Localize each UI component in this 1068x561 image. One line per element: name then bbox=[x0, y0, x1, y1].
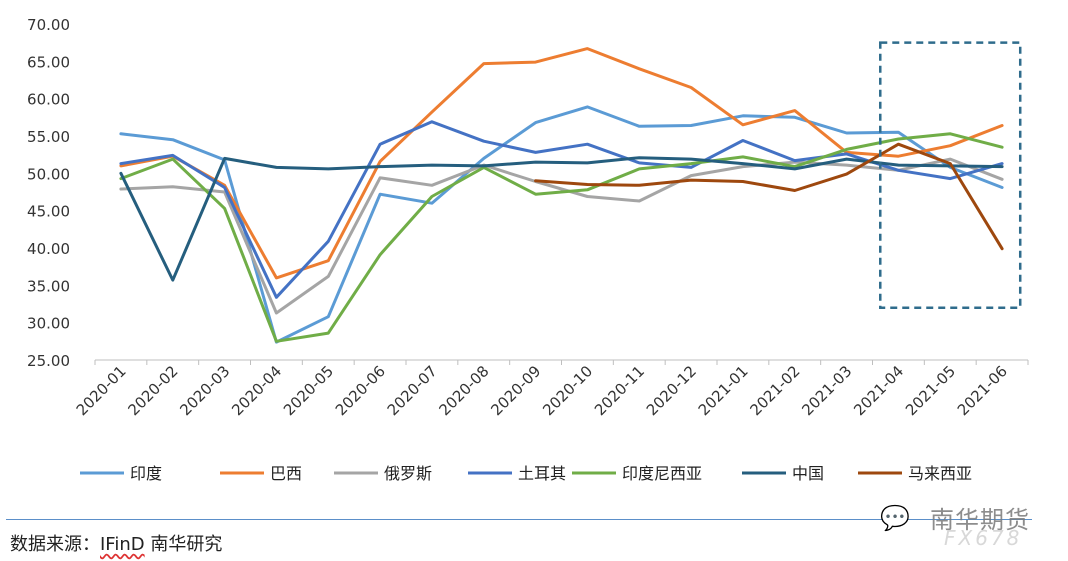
line-chart: 25.00 30.00 35.00 40.00 45.00 50.00 55.00 60.00… bbox=[27, 16, 1029, 483]
y-tick-label: 70.00 bbox=[27, 16, 70, 34]
x-tick-label: 2020-08 bbox=[436, 362, 493, 419]
source-ifind: IFinD bbox=[100, 534, 145, 555]
x-tick-label: 2020-12 bbox=[643, 362, 700, 419]
y-tick-label: 40.00 bbox=[27, 240, 70, 258]
legend-label: 中国 bbox=[792, 464, 824, 483]
legend-item: 俄罗斯 bbox=[334, 464, 432, 483]
series-line bbox=[119, 47, 1004, 280]
legend-label: 印度 bbox=[130, 464, 162, 483]
x-tick-label: 2020-02 bbox=[125, 362, 182, 419]
y-tick-label: 35.00 bbox=[27, 277, 70, 295]
y-tick-label: 60.00 bbox=[27, 91, 70, 109]
source-prefix: 数据来源： bbox=[10, 534, 100, 555]
x-tick-label: 2020-03 bbox=[176, 362, 233, 419]
footer-divider bbox=[6, 519, 1032, 520]
legend-item: 土耳其 bbox=[468, 464, 566, 483]
y-tick-label: 30.00 bbox=[27, 315, 70, 333]
x-tick-label: 2021-01 bbox=[695, 362, 752, 419]
y-tick-label: 25.00 bbox=[27, 352, 70, 370]
x-tick-label: 2020-01 bbox=[73, 362, 130, 419]
series-line bbox=[119, 120, 1004, 299]
legend-label: 印度尼西亚 bbox=[622, 464, 702, 483]
x-tick-label: 2020-07 bbox=[384, 362, 441, 419]
series-line bbox=[119, 132, 1004, 343]
y-tick-label: 55.00 bbox=[27, 128, 70, 146]
legend-label: 巴西 bbox=[270, 464, 302, 483]
x-tick-label: 2021-04 bbox=[850, 362, 907, 419]
watermark-sub: FX678 bbox=[944, 526, 1023, 550]
legend-label: 土耳其 bbox=[518, 464, 566, 483]
highlight-box bbox=[879, 41, 1022, 309]
x-tick-label: 2021-03 bbox=[798, 362, 855, 419]
source-suffix: 南华研究 bbox=[144, 534, 223, 555]
series-layer bbox=[119, 47, 1004, 344]
series-line bbox=[119, 157, 1004, 315]
legend-item: 马来西亚 bbox=[858, 464, 972, 483]
x-tick-label: 2020-11 bbox=[591, 362, 648, 419]
x-tick-label: 2021-05 bbox=[902, 362, 959, 419]
y-axis: 25.00 30.00 35.00 40.00 45.00 50.00 55.00 60.00… bbox=[27, 16, 70, 370]
x-tick-label: 2020-04 bbox=[228, 362, 285, 419]
legend-item: 巴西 bbox=[220, 464, 302, 483]
y-tick-label: 65.00 bbox=[27, 53, 70, 71]
x-tick-label: 2020-10 bbox=[539, 362, 596, 419]
highlight-layer bbox=[879, 41, 1022, 309]
series-line bbox=[534, 142, 1004, 251]
series-line bbox=[119, 105, 1004, 344]
legend-item: 印度尼西亚 bbox=[572, 464, 702, 483]
x-tick-label: 2021-02 bbox=[747, 362, 804, 419]
x-tick-label: 2020-05 bbox=[280, 362, 337, 419]
legend-label: 俄罗斯 bbox=[384, 464, 432, 483]
x-tick-label: 2020-09 bbox=[487, 362, 544, 419]
x-tick-label: 2021-06 bbox=[954, 362, 1011, 419]
x-axis: 2020-012020-022020-032020-042020-052020-… bbox=[73, 359, 1029, 419]
y-tick-label: 45.00 bbox=[27, 203, 70, 221]
series-line bbox=[119, 156, 1004, 282]
legend: 印度 巴西 俄罗斯 土耳其 印度尼西亚 中国 马来西亚 bbox=[80, 464, 972, 483]
legend-item: 中国 bbox=[742, 464, 824, 483]
legend-label: 马来西亚 bbox=[908, 464, 972, 483]
source-note: 数据来源：IFinD 南华研究 bbox=[10, 530, 222, 556]
legend-item: 印度 bbox=[80, 464, 162, 483]
y-tick-label: 50.00 bbox=[27, 165, 70, 183]
x-tick-label: 2020-06 bbox=[332, 362, 389, 419]
